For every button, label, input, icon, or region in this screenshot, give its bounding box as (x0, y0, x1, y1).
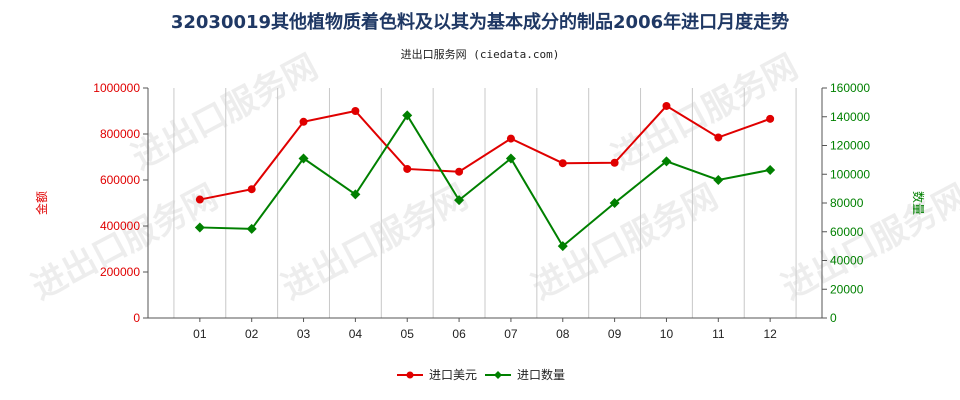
x-tick-label: 12 (763, 327, 777, 341)
series-layer (194, 101, 776, 252)
x-tick-label: 04 (349, 327, 363, 341)
chart-title: 32030019其他植物质着色料及以其为基本成分的制品2006年进口月度走势 (171, 11, 789, 33)
y-left-tick-label: 1000000 (93, 81, 140, 95)
x-tick-label: 01 (193, 327, 207, 341)
data-point-import-quantity[interactable] (350, 189, 361, 200)
watermark-text: 进出口服务网 (775, 177, 960, 308)
data-point-import-usd[interactable] (766, 114, 775, 123)
x-tick-label: 05 (401, 327, 415, 341)
data-point-import-quantity[interactable] (505, 153, 516, 164)
data-point-import-usd[interactable] (714, 133, 723, 142)
chart-subtitle: 进出口服务网 (ciedata.com) (401, 47, 560, 61)
series-line-import-quantity (199, 113, 771, 248)
legend-label-import-usd: 进口美元 (429, 368, 477, 382)
y-right-tick-label: 120000 (830, 139, 870, 153)
legend-item-import-quantity[interactable]: 进口数量 (485, 367, 565, 382)
y-left-tick-label: 800000 (100, 127, 140, 141)
data-point-import-usd[interactable] (247, 185, 256, 194)
x-tick-label: 09 (608, 327, 622, 341)
data-point-import-usd[interactable] (662, 101, 671, 110)
legend-item-import-usd[interactable]: 进口美元 (397, 368, 477, 382)
legend[interactable]: 进口美元 进口数量 (397, 367, 565, 382)
data-point-import-usd[interactable] (351, 107, 360, 115)
data-point-import-usd[interactable] (506, 134, 515, 143)
watermark-text: 进出口服务网 (275, 177, 474, 308)
watermark-text: 进出口服务网 (525, 177, 724, 308)
data-point-import-quantity[interactable] (661, 156, 672, 167)
data-point-import-usd[interactable] (195, 195, 204, 204)
data-point-import-quantity[interactable] (454, 195, 465, 206)
y-right-tick-label: 40000 (830, 254, 864, 268)
data-point-import-usd[interactable] (299, 117, 308, 126)
y-left-tick-label: 400000 (100, 219, 140, 233)
grid-lines (173, 88, 797, 318)
y-right-tick-label: 160000 (830, 81, 870, 95)
data-point-import-quantity[interactable] (713, 175, 724, 185)
legend-label-import-quantity: 进口数量 (517, 367, 565, 382)
y-left-tick-label: 0 (133, 311, 140, 325)
watermark-text: 进出口服务网 (605, 47, 804, 178)
y-right-tick-label: 0 (830, 311, 837, 325)
x-tick-label: 11 (712, 327, 725, 341)
watermark-text: 进出口服务网 (25, 177, 224, 308)
x-tick-label: 10 (660, 327, 674, 341)
data-point-import-usd[interactable] (455, 167, 464, 176)
y-left-tick-label: 200000 (100, 265, 140, 279)
data-point-import-quantity[interactable] (402, 110, 413, 121)
data-point-import-quantity[interactable] (765, 164, 776, 175)
data-point-import-quantity[interactable] (557, 241, 568, 252)
data-point-import-usd[interactable] (610, 158, 619, 167)
data-point-import-usd[interactable] (558, 159, 567, 168)
y-right-tick-label: 140000 (830, 110, 870, 124)
y-right-tick-label: 80000 (830, 196, 864, 210)
series-line-import-usd (199, 104, 771, 201)
y-right-tick-label: 60000 (830, 225, 864, 239)
x-tick-label: 06 (452, 327, 466, 341)
y-axis-right-label: 数量 (911, 191, 926, 215)
data-point-import-quantity[interactable] (298, 153, 309, 164)
axes: 0 200000 400000 600000 800000 1000000 0 20000 40… (93, 81, 870, 341)
data-point-import-quantity[interactable] (246, 223, 257, 234)
x-tick-label: 08 (556, 327, 570, 341)
data-point-import-quantity[interactable] (194, 222, 205, 233)
legend-marker-import-usd (406, 371, 414, 379)
watermark-text: 进出口服务网 (125, 47, 324, 178)
y-axis-left-label: 金额 (34, 191, 49, 215)
x-tick-label: 02 (245, 327, 259, 341)
y-right-tick-label: 100000 (830, 167, 870, 181)
x-tick-label: 07 (504, 327, 518, 341)
y-left-tick-label: 600000 (100, 173, 140, 187)
data-point-import-quantity[interactable] (609, 198, 620, 208)
data-point-import-usd[interactable] (403, 164, 412, 173)
y-right-tick-label: 20000 (830, 282, 864, 296)
x-tick-label: 03 (297, 327, 311, 341)
legend-marker-import-quantity (494, 371, 502, 379)
